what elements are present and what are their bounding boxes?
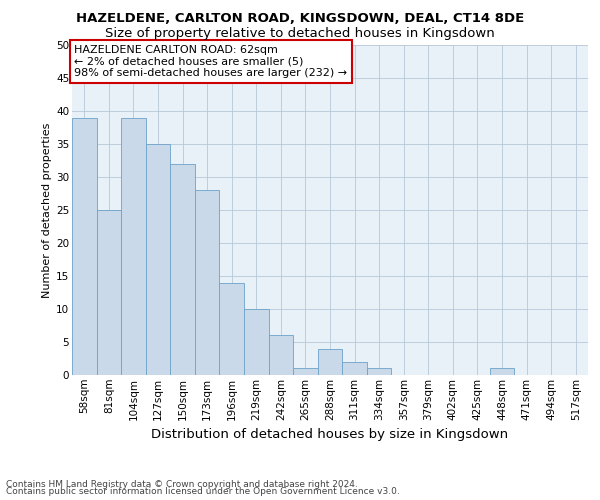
Text: HAZELDENE, CARLTON ROAD, KINGSDOWN, DEAL, CT14 8DE: HAZELDENE, CARLTON ROAD, KINGSDOWN, DEAL… xyxy=(76,12,524,26)
Bar xyxy=(367,368,391,375)
Text: Size of property relative to detached houses in Kingsdown: Size of property relative to detached ho… xyxy=(105,28,495,40)
Bar xyxy=(72,118,97,375)
Bar xyxy=(121,118,146,375)
Bar xyxy=(170,164,195,375)
Bar xyxy=(97,210,121,375)
Text: Contains HM Land Registry data © Crown copyright and database right 2024.: Contains HM Land Registry data © Crown c… xyxy=(6,480,358,489)
Bar xyxy=(318,348,342,375)
Text: Contains public sector information licensed under the Open Government Licence v3: Contains public sector information licen… xyxy=(6,487,400,496)
Text: HAZELDENE CARLTON ROAD: 62sqm
← 2% of detached houses are smaller (5)
98% of sem: HAZELDENE CARLTON ROAD: 62sqm ← 2% of de… xyxy=(74,45,347,78)
Bar xyxy=(244,309,269,375)
Y-axis label: Number of detached properties: Number of detached properties xyxy=(42,122,52,298)
Bar xyxy=(490,368,514,375)
Bar xyxy=(269,336,293,375)
Bar xyxy=(342,362,367,375)
Bar xyxy=(195,190,220,375)
X-axis label: Distribution of detached houses by size in Kingsdown: Distribution of detached houses by size … xyxy=(151,428,509,441)
Bar xyxy=(220,282,244,375)
Bar xyxy=(293,368,318,375)
Bar xyxy=(146,144,170,375)
